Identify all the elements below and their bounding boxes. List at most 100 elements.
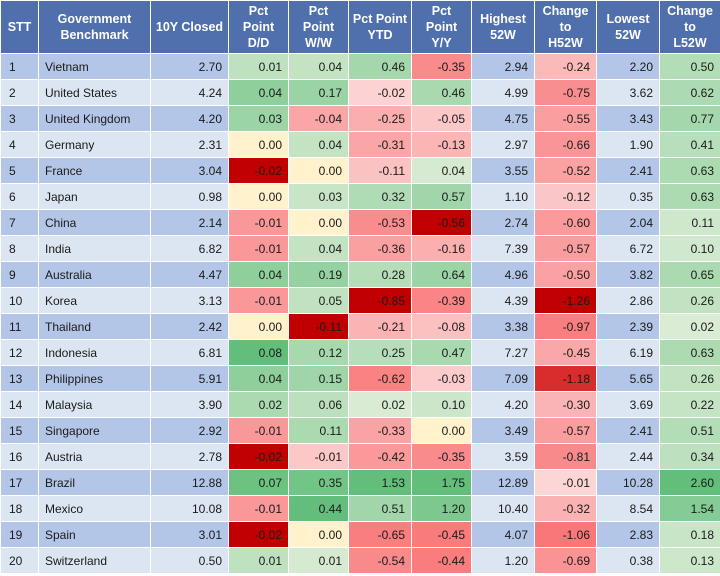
cell-pct-ww: 0.04 bbox=[288, 131, 349, 158]
cell-benchmark: Korea bbox=[38, 287, 151, 314]
cell-benchmark: Singapore bbox=[38, 417, 151, 444]
cell-stt: 16 bbox=[0, 443, 39, 470]
cell-change-l52w: 0.11 bbox=[659, 209, 720, 236]
cell-change-h52w: -0.55 bbox=[534, 105, 597, 132]
cell-pct-ww: 0.01 bbox=[288, 547, 349, 574]
cell-highest-52w: 2.74 bbox=[471, 209, 535, 236]
cell-pct-dd: -0.01 bbox=[228, 235, 289, 262]
cell-pct-dd: -0.02 bbox=[228, 443, 289, 470]
cell-change-h52w: -0.81 bbox=[534, 443, 597, 470]
cell-benchmark: India bbox=[38, 235, 151, 262]
cell-10y-closed: 2.14 bbox=[150, 209, 229, 236]
cell-change-l52w: 0.50 bbox=[659, 53, 720, 80]
cell-10y-closed: 2.92 bbox=[150, 417, 229, 444]
cell-lowest-52w: 2.04 bbox=[596, 209, 660, 236]
table-row: 12 Indonesia 6.81 0.08 0.12 0.25 0.47 7.27 -0.45… bbox=[0, 339, 720, 366]
cell-change-h52w: -0.32 bbox=[534, 495, 597, 522]
cell-highest-52w: 12.89 bbox=[471, 469, 535, 496]
cell-change-h52w: -0.97 bbox=[534, 313, 597, 340]
cell-pct-ytd: 0.02 bbox=[348, 391, 412, 418]
cell-lowest-52w: 5.65 bbox=[596, 365, 660, 392]
cell-10y-closed: 6.82 bbox=[150, 235, 229, 262]
table-row: 14 Malaysia 3.90 0.02 0.06 0.02 0.10 4.20 -0.30 3… bbox=[0, 391, 720, 418]
cell-pct-ww: 0.00 bbox=[288, 209, 349, 236]
table-row: 13 Philippines 5.91 0.04 0.15 -0.62 -0.03 7.09-… bbox=[0, 365, 720, 392]
header-lowest-52w: Lowest 52W bbox=[596, 0, 660, 54]
cell-benchmark: Vietnam bbox=[38, 53, 151, 80]
table-row: 8 India 6.82 -0.01 0.04 -0.36 -0.16 7.39 -0.57 6.… bbox=[0, 235, 720, 262]
cell-change-l52w: 2.60 bbox=[659, 469, 720, 496]
header-change-l52w: Change to L52W bbox=[659, 0, 720, 54]
cell-pct-yy: -0.35 bbox=[411, 53, 472, 80]
header-stt: STT bbox=[0, 0, 39, 54]
cell-lowest-52w: 2.83 bbox=[596, 521, 660, 548]
cell-change-l52w: 0.62 bbox=[659, 79, 720, 106]
cell-10y-closed: 0.98 bbox=[150, 183, 229, 210]
cell-highest-52w: 2.97 bbox=[471, 131, 535, 158]
cell-highest-52w: 4.99 bbox=[471, 79, 535, 106]
cell-change-l52w: 0.13 bbox=[659, 547, 720, 574]
cell-pct-ww: 0.00 bbox=[288, 157, 349, 184]
cell-change-l52w: 0.41 bbox=[659, 131, 720, 158]
cell-pct-ytd: 1.53 bbox=[348, 469, 412, 496]
cell-pct-dd: 0.01 bbox=[228, 53, 289, 80]
cell-10y-closed: 3.01 bbox=[150, 521, 229, 548]
cell-pct-ww: -0.04 bbox=[288, 105, 349, 132]
header-pct-yy: Pct Point Y/Y bbox=[411, 0, 472, 54]
cell-pct-dd: 0.04 bbox=[228, 261, 289, 288]
header-pct-ww: Pct Point W/W bbox=[288, 0, 349, 54]
cell-change-h52w: -0.01 bbox=[534, 469, 597, 496]
cell-change-l52w: 0.63 bbox=[659, 183, 720, 210]
cell-pct-ww: 0.03 bbox=[288, 183, 349, 210]
cell-pct-ytd: -0.02 bbox=[348, 79, 412, 106]
cell-benchmark: Austria bbox=[38, 443, 151, 470]
cell-pct-ytd: -0.62 bbox=[348, 365, 412, 392]
cell-lowest-52w: 6.72 bbox=[596, 235, 660, 262]
cell-benchmark: Mexico bbox=[38, 495, 151, 522]
cell-change-h52w: -1.18 bbox=[534, 365, 597, 392]
cell-benchmark: Japan bbox=[38, 183, 151, 210]
cell-pct-dd: 0.07 bbox=[228, 469, 289, 496]
cell-benchmark: United Kingdom bbox=[38, 105, 151, 132]
cell-pct-yy: 0.10 bbox=[411, 391, 472, 418]
cell-pct-yy: 0.00 bbox=[411, 417, 472, 444]
cell-benchmark: Brazil bbox=[38, 469, 151, 496]
table-row: 1 Vietnam 2.70 0.01 0.04 0.46 -0.35 2.94 -0.24 2.… bbox=[0, 53, 720, 80]
cell-10y-closed: 4.20 bbox=[150, 105, 229, 132]
cell-lowest-52w: 2.86 bbox=[596, 287, 660, 314]
table-row: 20 Switzerland 0.50 0.01 0.01 -0.54 -0.44 1.20-… bbox=[0, 547, 720, 574]
cell-change-h52w: -0.66 bbox=[534, 131, 597, 158]
cell-pct-yy: 1.75 bbox=[411, 469, 472, 496]
cell-pct-ww: 0.35 bbox=[288, 469, 349, 496]
cell-lowest-52w: 2.41 bbox=[596, 157, 660, 184]
cell-pct-ww: 0.19 bbox=[288, 261, 349, 288]
cell-pct-yy: -0.56 bbox=[411, 209, 472, 236]
cell-pct-dd: -0.02 bbox=[228, 157, 289, 184]
cell-pct-ytd: -0.54 bbox=[348, 547, 412, 574]
cell-pct-yy: -0.39 bbox=[411, 287, 472, 314]
table-row: 2 United States 4.24 0.04 0.17 -0.02 0.46 4.99-… bbox=[0, 79, 720, 106]
cell-10y-closed: 3.13 bbox=[150, 287, 229, 314]
cell-stt: 18 bbox=[0, 495, 39, 522]
cell-stt: 11 bbox=[0, 313, 39, 340]
cell-pct-ytd: -0.53 bbox=[348, 209, 412, 236]
cell-change-h52w: -0.12 bbox=[534, 183, 597, 210]
cell-lowest-52w: 2.39 bbox=[596, 313, 660, 340]
table-row: 9 Australia 4.47 0.04 0.19 0.28 0.64 4.96 -0.50 3… bbox=[0, 261, 720, 288]
cell-pct-ytd: -0.31 bbox=[348, 131, 412, 158]
cell-lowest-52w: 3.62 bbox=[596, 79, 660, 106]
cell-pct-ww: -0.01 bbox=[288, 443, 349, 470]
cell-highest-52w: 3.55 bbox=[471, 157, 535, 184]
cell-stt: 5 bbox=[0, 157, 39, 184]
cell-pct-ww: 0.11 bbox=[288, 417, 349, 444]
cell-change-h52w: -1.06 bbox=[534, 521, 597, 548]
cell-pct-ytd: -0.33 bbox=[348, 417, 412, 444]
cell-change-h52w: -0.69 bbox=[534, 547, 597, 574]
cell-change-l52w: 0.65 bbox=[659, 261, 720, 288]
cell-benchmark: China bbox=[38, 209, 151, 236]
cell-change-l52w: 0.63 bbox=[659, 339, 720, 366]
cell-benchmark: Thailand bbox=[38, 313, 151, 340]
header-benchmark: Government Benchmark bbox=[38, 0, 151, 54]
header-pct-dd: Pct Point D/D bbox=[228, 0, 289, 54]
